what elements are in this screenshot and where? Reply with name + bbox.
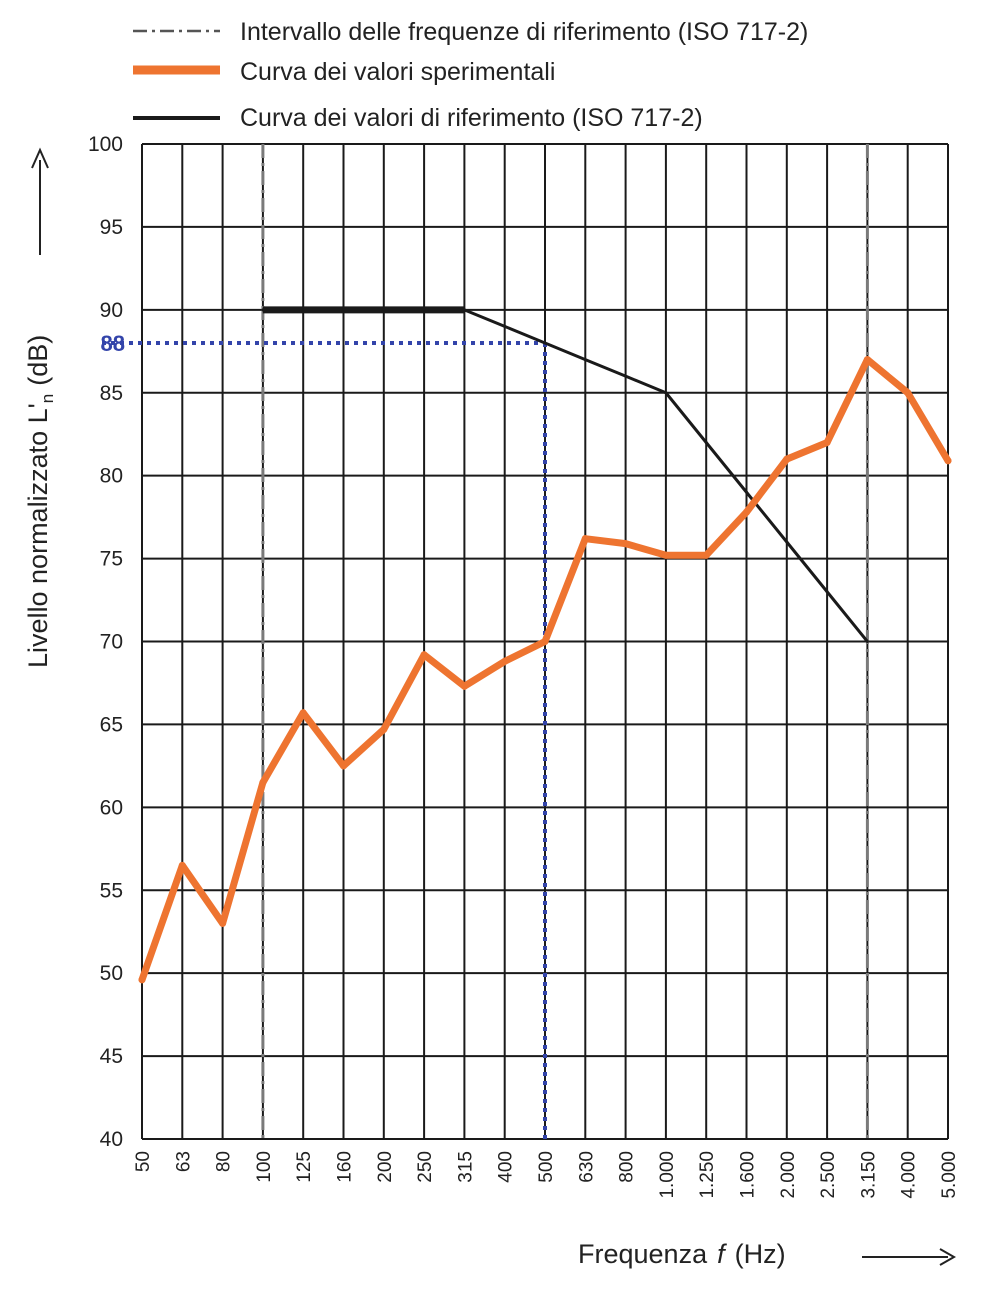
- y-tick-label-45: 45: [100, 1045, 123, 1068]
- data-point-reference-2.000: [785, 540, 789, 544]
- y-tick-label-100: 100: [88, 133, 123, 156]
- y-tick-label-60: 60: [100, 796, 123, 819]
- y-tick-label-85: 85: [100, 382, 123, 405]
- y-axis-arrow-icon: [31, 147, 49, 169]
- data-point-reference-100: [261, 308, 265, 312]
- x-axis-title-main: Frequenza: [578, 1239, 708, 1269]
- data-point-reference-1.600: [745, 490, 748, 494]
- x-tick-labels: 50 63 80 100 125 160 200 250 315 400 500 630 800 1.00…: [133, 1151, 960, 1199]
- x-axis-title-unit: (Hz): [735, 1239, 786, 1269]
- data-point-experimental-50: [138, 976, 146, 984]
- data-point-experimental-2.000: [783, 455, 791, 463]
- y-tick-label-40: 40: [100, 1128, 123, 1151]
- x-tick-label-125: 125: [294, 1151, 315, 1183]
- y-axis-title-text: Livello normalizzato L'n (dB): [23, 335, 57, 668]
- data-point-reference-3.150: [865, 640, 869, 643]
- data-point-experimental-1.000: [662, 551, 670, 559]
- data-point-reference-2.500: [825, 590, 829, 594]
- y-tick-label-50: 50: [100, 962, 123, 985]
- y-tick-labels: 40 45 50 55 60 65 70 75 80 85 90 95 100: [88, 133, 123, 1151]
- y-tick-label-65: 65: [100, 713, 123, 736]
- x-tick-label-80: 80: [214, 1151, 235, 1172]
- x-tick-label-200: 200: [375, 1151, 396, 1183]
- y-tick-label-90: 90: [100, 299, 123, 322]
- y-axis-title-subscript: n: [38, 394, 57, 403]
- data-point-experimental-125: [299, 709, 307, 717]
- x-tick-label-1.000: 1.000: [657, 1151, 678, 1199]
- x-tick-label-63: 63: [173, 1151, 194, 1172]
- series-lines: [138, 306, 952, 984]
- x-tick-label-4.000: 4.000: [899, 1151, 920, 1199]
- data-point-experimental-630: [581, 535, 589, 543]
- legend-entry-reference: Curva dei valori di riferimento (ISO 717…: [133, 104, 703, 132]
- data-point-experimental-3.150: [863, 356, 871, 364]
- data-point-reference-200: [382, 308, 386, 312]
- data-point-experimental-250: [420, 651, 428, 659]
- data-point-experimental-5.000: [944, 457, 952, 465]
- data-point-reference-250: [422, 308, 426, 312]
- data-point-experimental-200: [380, 725, 388, 733]
- x-tick-label-1.600: 1.600: [738, 1151, 759, 1199]
- x-tick-label-3.150: 3.150: [858, 1151, 879, 1199]
- data-point-experimental-400: [501, 657, 509, 665]
- x-tick-label-160: 160: [335, 1151, 356, 1183]
- data-point-reference-1.000: [664, 391, 668, 395]
- x-tick-label-800: 800: [617, 1151, 638, 1183]
- data-point-reference-125: [301, 308, 305, 312]
- data-point-experimental-2.500: [823, 439, 831, 446]
- x-tick-label-250: 250: [415, 1151, 436, 1183]
- y-axis-title: Livello normalizzato L'n (dB): [23, 147, 57, 668]
- x-tick-label-5.000: 5.000: [939, 1151, 960, 1199]
- x-tick-label-315: 315: [455, 1151, 476, 1183]
- x-tick-label-2.000: 2.000: [778, 1151, 799, 1199]
- data-point-experimental-1.250: [702, 551, 710, 559]
- x-axis-title-var: f: [717, 1239, 727, 1269]
- x-tick-label-630: 630: [576, 1151, 597, 1183]
- y-axis-title-unit: (dB): [23, 335, 53, 386]
- marker-88: 88: [101, 331, 547, 1139]
- legend-label-interval: Intervallo delle frequenze di riferiment…: [240, 18, 808, 46]
- legend-entry-experimental: Curva dei valori sperimentali: [133, 58, 555, 86]
- data-point-reference-160: [342, 308, 345, 312]
- x-axis-title: Frequenza f (Hz): [578, 1239, 957, 1269]
- data-point-experimental-4.000: [904, 389, 912, 397]
- legend-label-reference: Curva dei valori di riferimento (ISO 717…: [240, 104, 703, 132]
- data-point-experimental-160: [340, 762, 347, 770]
- x-axis-arrow-icon: [939, 1248, 957, 1266]
- data-point-reference-1.250: [704, 441, 708, 444]
- y-tick-label-75: 75: [100, 548, 123, 571]
- x-tick-label-1.250: 1.250: [697, 1151, 718, 1199]
- y-tick-label-70: 70: [100, 631, 123, 654]
- data-point-experimental-315: [460, 682, 468, 690]
- x-tick-label-2.500: 2.500: [818, 1151, 839, 1199]
- data-point-experimental-80: [219, 919, 227, 927]
- x-tick-label-100: 100: [254, 1151, 275, 1183]
- data-point-reference-400: [503, 324, 507, 328]
- data-point-reference-800: [624, 374, 628, 378]
- y-axis-title-main: Livello normalizzato L': [23, 403, 53, 668]
- x-tick-label-400: 400: [496, 1151, 517, 1183]
- x-tick-label-50: 50: [133, 1151, 154, 1172]
- data-point-experimental-100: [259, 778, 267, 786]
- x-tick-label-500: 500: [536, 1151, 557, 1183]
- legend: Intervallo delle frequenze di riferiment…: [133, 18, 808, 132]
- data-point-reference-630: [583, 358, 587, 362]
- legend-label-experimental: Curva dei valori sperimentali: [240, 58, 555, 86]
- legend-entry-interval: Intervallo delle frequenze di riferiment…: [133, 18, 808, 46]
- y-tick-label-80: 80: [100, 465, 123, 488]
- x-axis-title-text: Frequenza f (Hz): [578, 1239, 786, 1269]
- data-point-reference-315: [462, 308, 466, 312]
- y-tick-label-55: 55: [100, 879, 123, 902]
- marker-label-88: 88: [101, 331, 125, 356]
- data-point-experimental-800: [622, 540, 630, 548]
- data-point-experimental-1.600: [743, 508, 750, 516]
- y-tick-label-95: 95: [100, 216, 123, 239]
- data-point-experimental-500: [541, 638, 549, 645]
- data-point-experimental-63: [178, 861, 186, 869]
- data-point-reference-500: [543, 341, 547, 345]
